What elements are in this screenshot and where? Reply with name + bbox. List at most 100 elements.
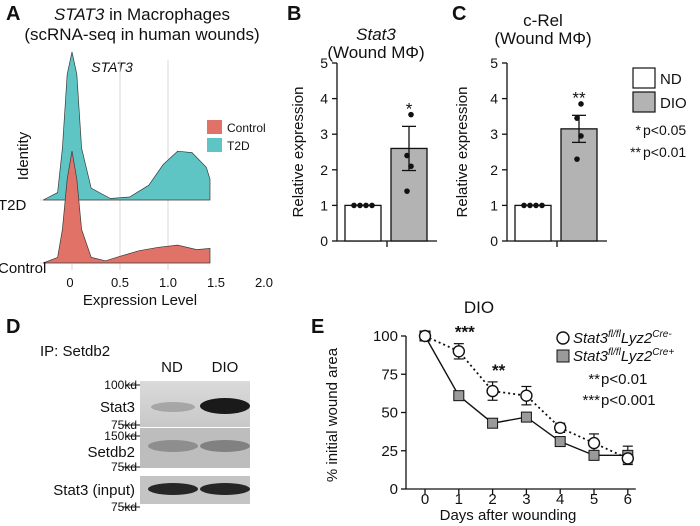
x-tick-label: 3 <box>522 491 530 508</box>
panel-c-title: c-Rel <box>523 11 563 30</box>
panel-b-subtitle: (Wound MΦ) <box>327 43 424 62</box>
panel-e-label: E <box>311 316 324 338</box>
y-tick-label: 1 <box>490 197 498 213</box>
panel-c-ylabel: Relative expression <box>454 87 471 218</box>
legend-nd-swatch <box>632 67 656 89</box>
y-tick-label: 0 <box>320 233 328 249</box>
panel-a-xtick-label: 1.5 <box>207 275 225 290</box>
panel-a-category-t2d: T2D <box>0 197 27 214</box>
e-sig-legend-text-1: p<0.01 <box>601 371 647 388</box>
panel-a-legend: Control T2D <box>207 120 266 153</box>
data-point <box>351 202 357 209</box>
cre-plus-point <box>588 449 600 461</box>
legend-cre-plus-label: Stat3fl/flLyz2Cre+ <box>573 347 674 365</box>
data-point <box>357 202 363 209</box>
panel-a-xtick-label: 1.0 <box>159 275 177 290</box>
panel-c-label: C <box>452 3 466 25</box>
panel-a: A STAT3 in Macrophages (scRNA-seq in hum… <box>0 3 273 309</box>
y-tick-label: 5 <box>320 55 328 71</box>
cre-minus-point <box>418 329 432 343</box>
y-tick-label: 0 <box>390 481 398 498</box>
panel-b-ylabel: Relative expression <box>290 87 307 218</box>
control-density-area <box>43 150 211 264</box>
data-point <box>404 152 410 159</box>
bc-legend: ND DIO * p<0.05 ** p<0.01 <box>630 67 687 160</box>
y-tick-label: 4 <box>320 91 328 107</box>
sig-legend-star-2: ** <box>630 144 641 160</box>
legend-t2d-swatch <box>207 138 222 152</box>
e-sig-legend-star-2: *** <box>582 392 600 409</box>
panel-a-inner-label: STAT3 <box>91 59 133 75</box>
data-point <box>574 115 580 121</box>
cre-minus-point <box>587 436 601 450</box>
data-point <box>369 202 375 209</box>
lane-label-nd: ND <box>161 359 183 376</box>
panel-d: D IP: Setdb2 ND DIO 100kd Stat3 75kd 150… <box>6 316 250 514</box>
cre-plus-point <box>554 436 566 448</box>
cre-minus-point <box>554 421 567 434</box>
panel-c: C c-Rel (Wound MΦ) Relative expression 0… <box>452 3 687 249</box>
y-tick-label: 50 <box>381 405 398 422</box>
panel-c-subtitle: (Wound MΦ) <box>494 29 591 48</box>
sig-legend-star-1: * <box>636 122 642 138</box>
panel-a-subtitle: (scRNA-seq in human wounds) <box>24 25 259 44</box>
significance-mark: *** <box>455 323 475 342</box>
significance-mark: ** <box>572 88 586 107</box>
cre-plus-point <box>520 411 532 423</box>
band-label-stat3: Stat3 <box>100 399 135 416</box>
data-point <box>578 101 584 107</box>
y-tick-label: 5 <box>490 55 498 71</box>
cre-plus-point <box>453 390 465 402</box>
panel-a-xtick-label: 0 <box>66 275 73 290</box>
panel-a-label: A <box>6 3 20 25</box>
data-point <box>533 202 539 209</box>
e-sig-legend-text-2: p<0.001 <box>601 392 656 409</box>
band-stat3-nd <box>151 402 195 412</box>
y-tick-label: 2 <box>490 162 498 178</box>
panel-b-label: B <box>287 3 301 25</box>
legend-dio-label: DIO <box>660 95 687 112</box>
panel-c-chart: 0 1 2 3 4 5 ** <box>490 55 607 249</box>
legend-control-swatch <box>207 120 222 134</box>
panel-a-xtick-label: 2.0 <box>255 275 273 290</box>
data-point <box>578 133 584 139</box>
bar-nd <box>344 204 382 242</box>
t2d-density-area <box>43 51 211 201</box>
significance-mark: ** <box>492 361 506 380</box>
legend-control-label: Control <box>227 121 266 135</box>
y-tick-label: 2 <box>320 162 328 178</box>
legend-cre-minus-label: Stat3fl/flLyz2Cre- <box>573 329 672 347</box>
significance-mark: * <box>406 99 413 118</box>
cre-minus-point <box>520 389 533 402</box>
legend-cre-minus-marker <box>556 331 570 345</box>
panel-b: B Stat3 (Wound MΦ) Relative expression 0… <box>287 3 437 249</box>
band-label-setdb2: Setdb2 <box>87 444 135 461</box>
y-tick-label: 4 <box>490 91 498 107</box>
panel-a-xticks: 0 0.5 1.0 1.5 2.0 <box>66 275 273 290</box>
x-tick-label: 2 <box>488 491 496 508</box>
data-point <box>527 202 533 209</box>
panel-e-legend: Stat3fl/flLyz2Cre- Stat3fl/flLyz2Cre+ **… <box>556 329 674 409</box>
panel-b-chart: 0 1 2 3 4 5 * <box>320 55 437 249</box>
panel-b-title: Stat3 <box>356 25 396 44</box>
band-label-stat3-input: Stat3 (input) <box>53 482 135 499</box>
panel-a-ylabel: Identity <box>15 131 32 180</box>
data-point <box>521 202 527 209</box>
panel-a-xlabel: Expression Level <box>83 292 197 309</box>
x-tick-label: 1 <box>455 491 463 508</box>
data-point <box>574 156 580 162</box>
band-setdb2-dio <box>200 440 250 452</box>
cre-plus-point <box>487 417 499 429</box>
legend-t2d-label: T2D <box>227 139 250 153</box>
band-input-nd <box>148 483 198 495</box>
band-setdb2-nd <box>148 440 198 452</box>
data-point <box>408 163 414 170</box>
band-stat3-dio <box>200 398 250 414</box>
data-point <box>363 202 369 209</box>
panel-a-category-control: Control <box>0 260 46 277</box>
bar-dio <box>560 128 598 242</box>
x-tick-label: 0 <box>421 491 429 508</box>
